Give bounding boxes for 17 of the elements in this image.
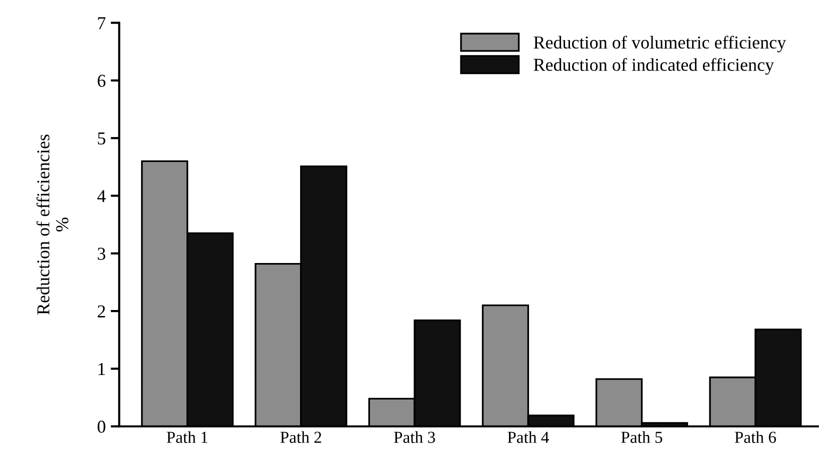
x-tick-label: Path 4 [508, 431, 549, 443]
legend-label: Reduction of indicated efficiency [534, 58, 774, 75]
y-tick-label: 2 [98, 305, 105, 318]
x-tick-label: Path 5 [621, 431, 662, 443]
y-tick-label: 5 [98, 132, 106, 145]
x-tick-label: Path 3 [394, 431, 435, 443]
x-tick-label: Path 2 [280, 431, 322, 443]
y-tick-label: 6 [98, 74, 106, 87]
y-tick-label: 7 [98, 17, 106, 30]
y-tick-label: 4 [97, 190, 106, 202]
y-tick-label: 1 [98, 363, 105, 375]
x-tick-label: Path 6 [734, 431, 776, 443]
legend-label: Reduction of volumetric efficiency [534, 36, 786, 52]
x-tick-label: Path 1 [166, 431, 208, 443]
y-tick-label: 3 [98, 248, 106, 260]
y-tick-label: 0 [98, 420, 106, 433]
y-axis-title: Reduction of efficiencies % [36, 134, 68, 315]
